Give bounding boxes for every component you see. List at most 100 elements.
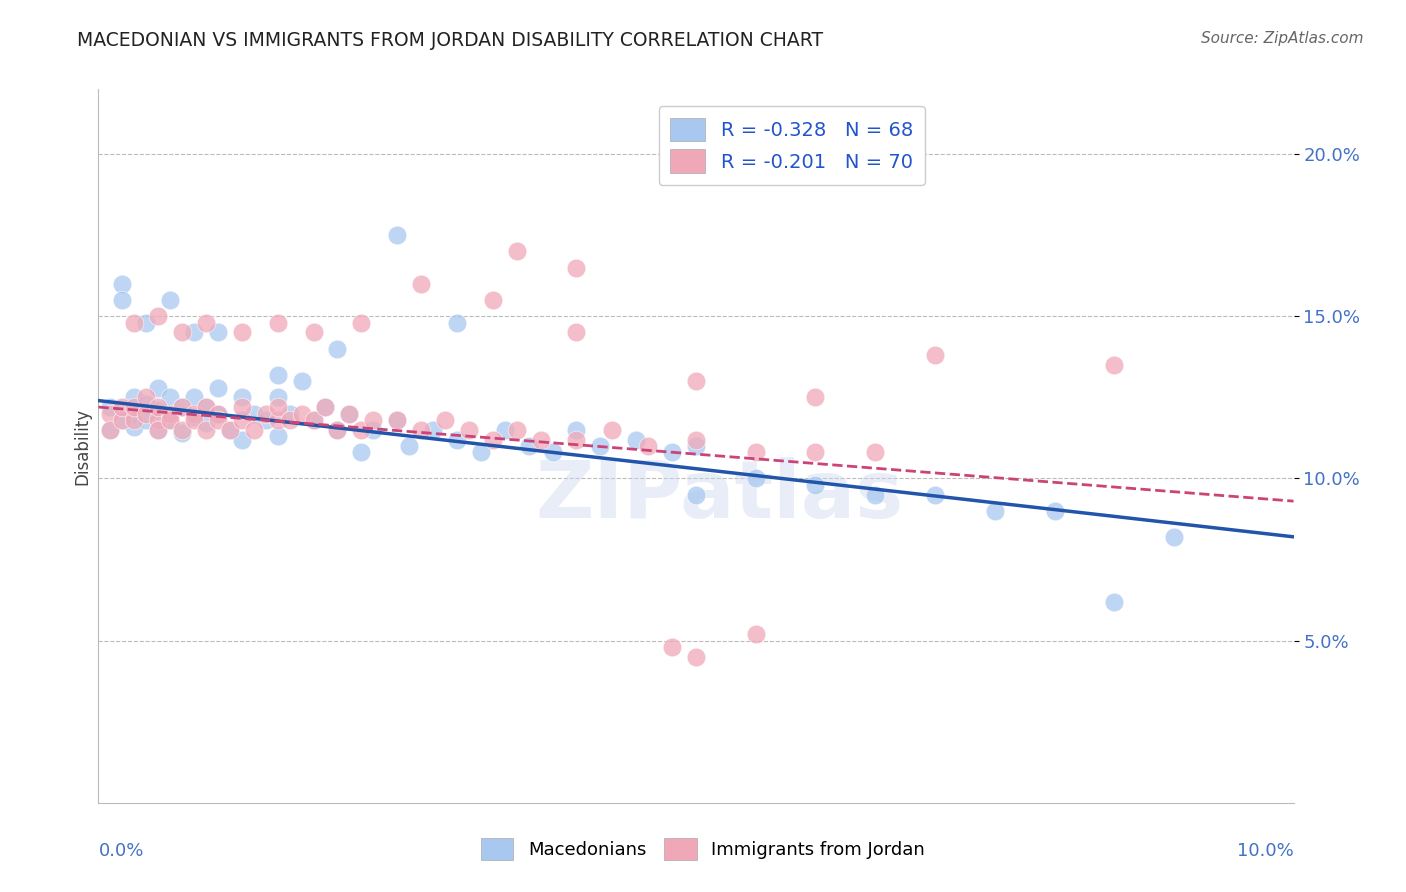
Point [482, 293, 505, 307]
Point [172, 400, 194, 414]
Point [172, 400, 194, 414]
Point [984, 504, 1007, 518]
Point [267, 429, 290, 443]
Point [924, 488, 946, 502]
Point [565, 326, 588, 340]
Point [315, 400, 337, 414]
Point [124, 316, 146, 330]
Point [626, 433, 648, 447]
Point [350, 423, 373, 437]
Point [267, 316, 290, 330]
Point [172, 326, 194, 340]
Text: 0.0%: 0.0% [98, 842, 143, 860]
Point [135, 397, 157, 411]
Point [302, 413, 325, 427]
Point [458, 423, 481, 437]
Point [148, 381, 170, 395]
Point [565, 260, 588, 275]
Point [1104, 595, 1126, 609]
Point [446, 316, 468, 330]
Point [494, 423, 516, 437]
Point [148, 400, 170, 414]
Point [207, 381, 229, 395]
Point [291, 374, 314, 388]
Point [326, 423, 349, 437]
Point [385, 413, 409, 427]
Point [124, 390, 146, 404]
Point [148, 423, 170, 437]
Point [172, 423, 194, 437]
Point [148, 413, 170, 427]
Legend: R = -0.328   N = 68, R = -0.201   N = 70: R = -0.328 N = 68, R = -0.201 N = 70 [658, 106, 925, 185]
Point [231, 326, 253, 340]
Point [326, 423, 349, 437]
Point [339, 407, 361, 421]
Point [1104, 358, 1126, 372]
Point [398, 439, 420, 453]
Point [350, 445, 373, 459]
Y-axis label: Disability: Disability [73, 408, 91, 484]
Point [506, 244, 529, 259]
Point [207, 326, 229, 340]
Point [326, 342, 349, 356]
Point [219, 423, 242, 437]
Point [745, 471, 768, 485]
Point [135, 413, 157, 427]
Point [111, 413, 134, 427]
Point [470, 445, 492, 459]
Point [231, 433, 253, 447]
Point [745, 627, 768, 641]
Point [278, 407, 301, 421]
Point [363, 423, 385, 437]
Point [135, 407, 157, 421]
Point [530, 433, 553, 447]
Point [1163, 530, 1185, 544]
Point [350, 316, 373, 330]
Point [135, 390, 157, 404]
Point [685, 649, 707, 664]
Point [685, 439, 707, 453]
Point [267, 368, 290, 382]
Point [924, 348, 946, 362]
Point [685, 488, 707, 502]
Point [111, 400, 134, 414]
Point [183, 409, 205, 424]
Point [231, 413, 253, 427]
Point [1043, 504, 1066, 518]
Point [159, 407, 181, 421]
Point [148, 423, 170, 437]
Point [231, 400, 253, 414]
Point [661, 445, 683, 459]
Point [148, 403, 170, 417]
Point [589, 439, 612, 453]
Text: MACEDONIAN VS IMMIGRANTS FROM JORDAN DISABILITY CORRELATION CHART: MACEDONIAN VS IMMIGRANTS FROM JORDAN DIS… [77, 31, 824, 50]
Point [865, 445, 887, 459]
Point [243, 407, 266, 421]
Point [685, 433, 707, 447]
Point [124, 407, 146, 421]
Text: ZIPatlas: ZIPatlas [536, 457, 904, 535]
Point [183, 407, 205, 421]
Point [446, 433, 468, 447]
Point [267, 413, 290, 427]
Point [98, 400, 122, 414]
Point [302, 326, 325, 340]
Text: Source: ZipAtlas.com: Source: ZipAtlas.com [1201, 31, 1364, 46]
Point [195, 400, 218, 414]
Point [243, 423, 266, 437]
Point [267, 400, 290, 414]
Point [111, 413, 134, 427]
Point [98, 423, 122, 437]
Point [254, 413, 277, 427]
Point [159, 413, 181, 427]
Point [111, 293, 134, 307]
Point [207, 407, 229, 421]
Point [411, 277, 433, 291]
Legend: Macedonians, Immigrants from Jordan: Macedonians, Immigrants from Jordan [474, 830, 932, 867]
Text: 10.0%: 10.0% [1237, 842, 1294, 860]
Point [219, 423, 242, 437]
Point [804, 390, 827, 404]
Point [195, 400, 218, 414]
Point [159, 390, 181, 404]
Point [565, 433, 588, 447]
